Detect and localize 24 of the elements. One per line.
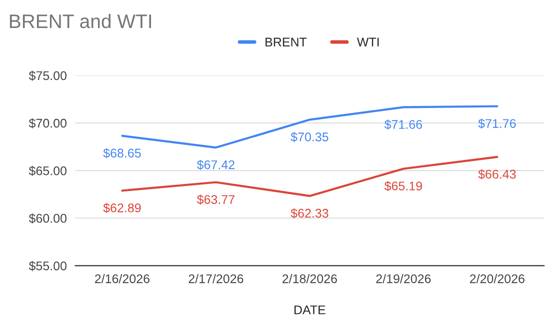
x-tick-label: 2/16/2026 — [95, 274, 150, 284]
x-tick-label: 2/17/2026 — [188, 274, 244, 284]
data-label: $70.35 — [290, 132, 328, 142]
data-label: $65.19 — [384, 181, 422, 192]
data-label: $66.43 — [478, 169, 516, 180]
y-tick-label: $75.00 — [28, 70, 67, 81]
legend-label: BRENT — [266, 38, 307, 46]
y-tick-label: $60.00 — [28, 213, 67, 224]
x-tick-label: 2/19/2026 — [376, 274, 431, 284]
data-label: $68.65 — [103, 148, 141, 158]
data-label: $62.89 — [103, 202, 141, 214]
data-label: $71.66 — [384, 120, 422, 130]
data-label: $63.77 — [196, 194, 234, 205]
data-label: $62.33 — [290, 208, 328, 218]
data-label: $67.42 — [196, 160, 234, 170]
data-label: $71.76 — [478, 118, 516, 129]
legend-label: WTI — [356, 38, 379, 46]
y-tick-label: $65.00 — [28, 166, 67, 176]
y-tick-label: $70.00 — [28, 118, 67, 128]
x-tick-label: 2/18/2026 — [282, 274, 337, 284]
chart-title: BRENT and WTI — [10, 14, 152, 28]
y-tick-label: $55.00 — [28, 260, 67, 272]
x-tick-label: 2/20/2026 — [470, 274, 524, 284]
x-axis-title: DATE — [294, 306, 326, 314]
